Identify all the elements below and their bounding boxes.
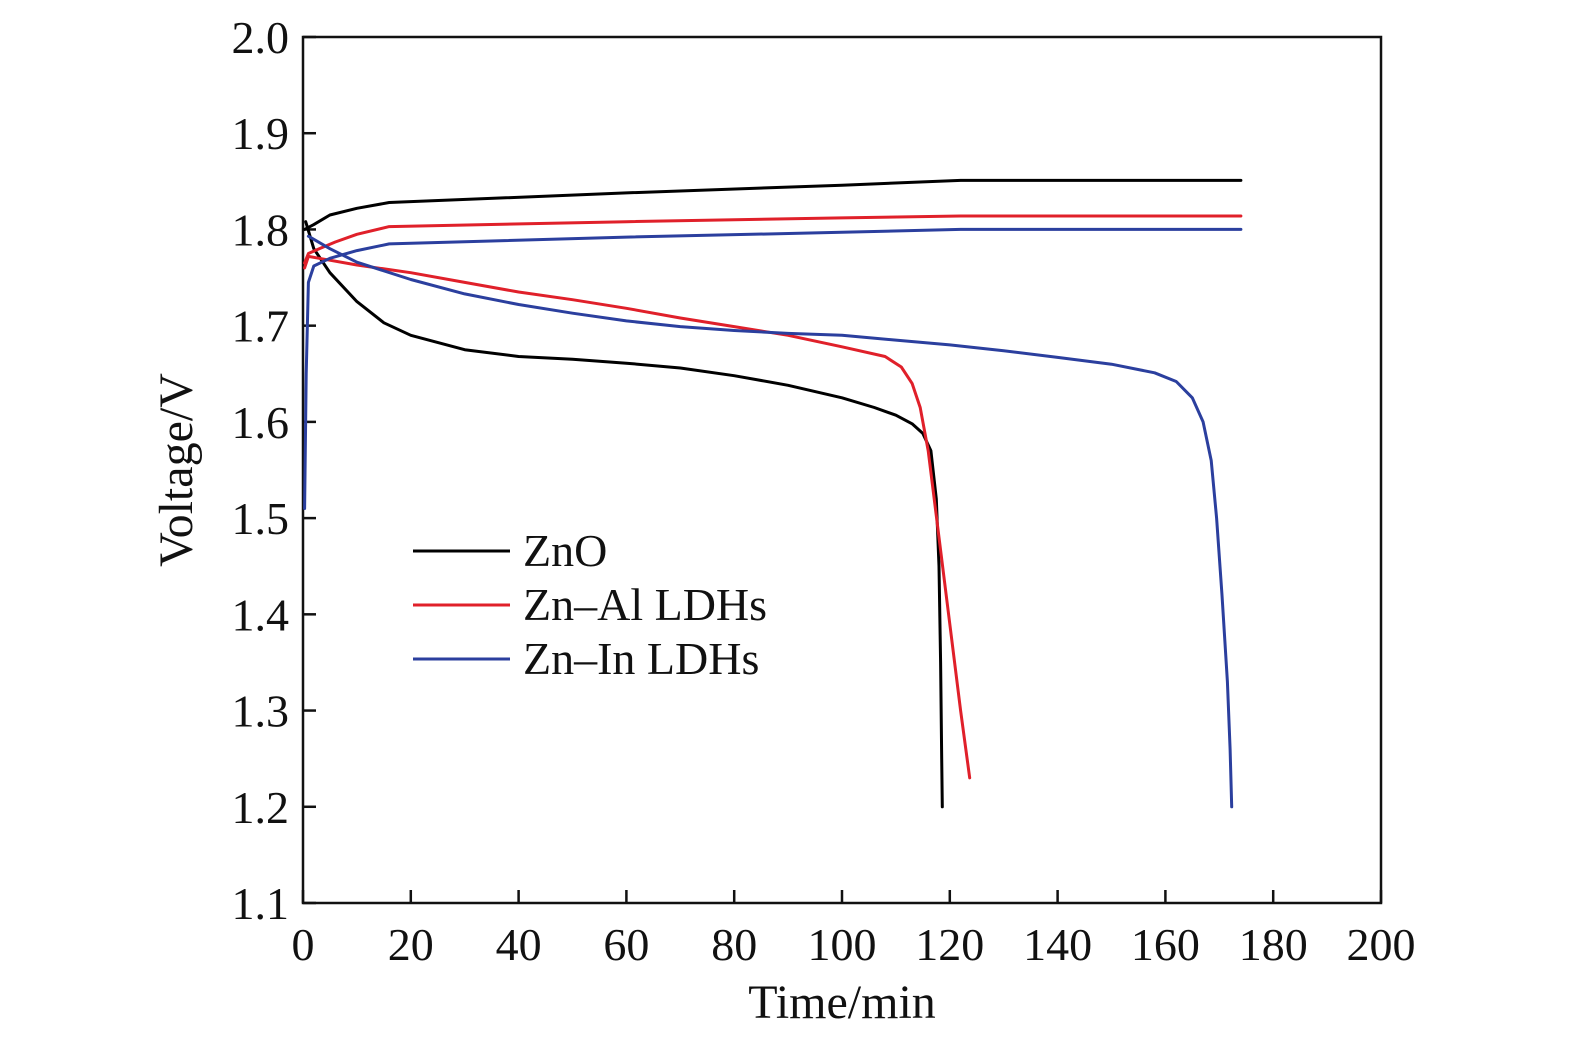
y-tick-label: 1.4 (232, 589, 290, 640)
x-tick-label: 40 (496, 919, 542, 970)
x-axis-ticks: 0 20 40 60 80 100 120 140 160 180 200 (292, 890, 1416, 970)
x-tick-label: 20 (388, 919, 434, 970)
zno-charge-line (303, 178, 1243, 231)
legend-label-zn-in-ldhs: Zn–In LDHs (523, 633, 759, 684)
y-tick-label: 1.5 (232, 493, 290, 544)
x-tick-label: 60 (603, 919, 649, 970)
zn-in-ldhs-discharge-line (306, 234, 1234, 809)
y-tick-label: 1.3 (232, 686, 290, 737)
x-tick-label: 80 (711, 919, 757, 970)
y-axis-ticks: 1.1 1.2 1.3 1.4 1.5 1.6 1.7 1.8 1.9 2.0 (232, 12, 316, 929)
y-tick-label: 2.0 (232, 12, 290, 63)
x-tick-label: 140 (1023, 919, 1092, 970)
x-tick-label: 100 (808, 919, 877, 970)
legend-label-zno: ZnO (523, 525, 607, 576)
x-tick-label: 180 (1239, 919, 1308, 970)
legend-label-zn-al-ldhs: Zn–Al LDHs (523, 579, 767, 630)
y-tick-label: 1.2 (232, 782, 290, 833)
x-axis-title: Time/min (748, 976, 936, 1029)
x-tick-label: 200 (1347, 919, 1416, 970)
zn-in-ldhs-charge-line (303, 227, 1243, 510)
x-tick-label: 0 (292, 919, 315, 970)
y-tick-label: 1.7 (232, 301, 290, 352)
y-tick-label: 1.9 (232, 108, 290, 159)
y-tick-label: 1.8 (232, 204, 290, 255)
x-tick-label: 160 (1131, 919, 1200, 970)
y-tick-label: 1.6 (232, 397, 290, 448)
series-lines (303, 178, 1243, 809)
y-tick-label: 1.1 (232, 878, 290, 929)
zn-al-ldhs-charge-line (303, 214, 1243, 265)
y-axis-title: Voltage/V (150, 373, 203, 567)
x-tick-label: 120 (915, 919, 984, 970)
